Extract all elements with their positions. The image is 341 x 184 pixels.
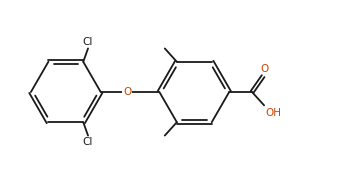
Text: OH: OH <box>266 107 282 118</box>
Text: Cl: Cl <box>83 37 93 47</box>
Text: Cl: Cl <box>83 137 93 147</box>
Text: O: O <box>123 87 132 97</box>
Text: O: O <box>260 64 268 74</box>
